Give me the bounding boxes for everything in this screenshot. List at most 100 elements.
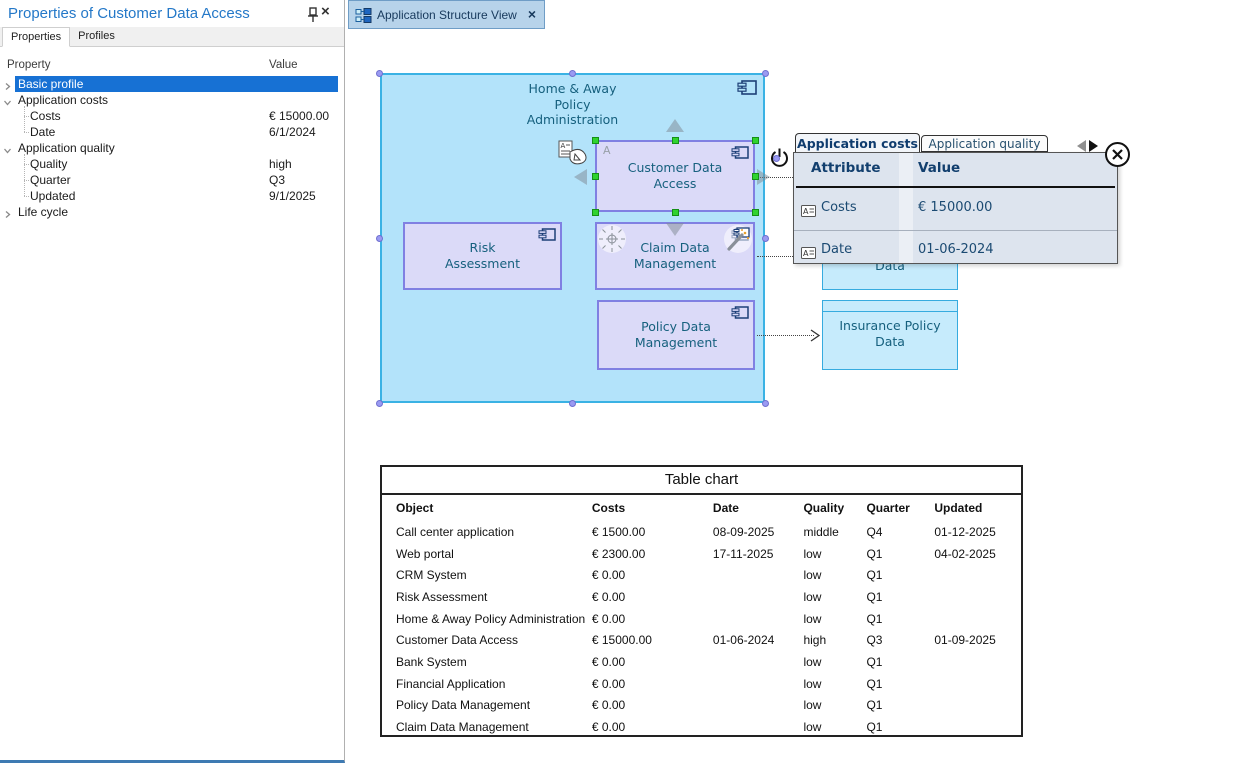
node-customer-data-access[interactable]: A Customer Data Access [595,140,755,212]
property-row-quarter[interactable]: Quarter Q3 [0,172,344,188]
tree-tick [24,180,29,181]
property-value: € 15000.00 [269,109,330,123]
property-row-quality[interactable]: Quality high [0,156,344,172]
tree-tick [24,132,29,133]
tab-close-icon[interactable]: × [527,6,536,22]
property-row-costs[interactable]: Costs € 15000.00 [0,108,344,124]
popup-row-costs[interactable]: A Costs € 15000.00 [794,188,1117,231]
property-row-application-quality[interactable]: Application quality [0,140,344,156]
selection-handle-green[interactable] [671,208,679,216]
table-row: Policy Data Management € 0.00 low Q1 [396,695,1019,717]
cell: low [803,654,822,669]
cell: Claim Data Management [396,720,529,735]
pin-icon[interactable] [306,7,320,23]
application-component-icon [731,306,749,323]
selection-handle-violet[interactable] [375,69,383,77]
selection-handle-violet[interactable] [568,399,576,407]
cell: Financial Application [396,676,506,691]
properties-panel: Properties of Customer Data Access × Pro… [0,0,345,763]
popup-row-date[interactable]: A Date 01-06-2024 [794,230,1117,265]
property-row-life-cycle[interactable]: Life cycle [0,204,344,220]
cell: Call center application [396,524,515,539]
panel-tab-strip: Properties Profiles [0,27,344,47]
add-element-up-arrow[interactable] [666,119,684,132]
crosshair-icon[interactable] [597,224,627,259]
svg-text:A: A [803,207,809,216]
property-label: Application costs [18,93,109,107]
magic-wand-icon[interactable] [723,224,754,259]
selection-handle-violet[interactable] [568,69,576,77]
property-grid-header: Property Value [0,58,344,74]
cell: Q1 [866,654,883,669]
property-label: Application quality [18,141,115,155]
selection-handle-violet[interactable] [375,399,383,407]
cell: 01-12-2025 [934,524,996,539]
property-row-updated[interactable]: Updated 9/1/2025 [0,188,344,204]
selection-handle-violet[interactable] [761,234,769,242]
selection-handle-green[interactable] [591,208,599,216]
popup-tab-application-quality[interactable]: Application quality [921,135,1048,152]
tab-application-structure-view[interactable]: Application Structure View × [348,0,545,29]
property-row-application-costs[interactable]: Application costs [0,92,344,108]
table-column-header: Date [712,501,739,515]
selection-handle-violet[interactable] [761,399,769,407]
selection-handle-green[interactable] [671,136,679,144]
cell: € 0.00 [591,568,626,583]
cell: 08-09-2025 [712,524,775,539]
panel-close-icon[interactable]: × [321,3,330,20]
property-row-date[interactable]: Date 6/1/2024 [0,124,344,140]
cell: € 15000.00 [591,633,652,648]
popup-nav-left-icon[interactable] [1077,140,1086,152]
data-object-label: Insurance Policy Data [839,318,941,349]
cell: Q1 [866,698,883,713]
node-label: Policy Data Management [634,319,718,350]
application-component-icon [737,80,757,100]
table-chart[interactable]: Table chart Object Costs Date Quality Quarte… [380,465,1023,737]
cell: low [803,546,822,561]
attribute-icon: A [801,202,816,221]
chevron-right-icon[interactable] [3,80,12,94]
selection-handle-green[interactable] [751,136,759,144]
popup-nav-right-icon[interactable] [1089,140,1098,152]
selection-handle-green[interactable] [591,136,599,144]
cell: low [803,676,822,691]
tab-properties[interactable]: Properties [2,27,71,47]
chevron-down-icon[interactable] [3,96,12,110]
node-policy-data-management[interactable]: Policy Data Management [597,300,755,370]
cell: Q4 [866,524,883,539]
table-column-header: Object [396,501,434,515]
cell: Q1 [866,611,883,626]
selection-handle-green[interactable] [751,172,759,180]
property-row-basic-profile[interactable]: Basic profile [0,76,344,92]
svg-text:A: A [561,142,566,150]
access-relation-claim-data[interactable] [757,256,793,257]
add-element-down-arrow[interactable] [666,223,684,236]
access-relation-customer-data[interactable] [757,177,793,178]
chevron-down-icon[interactable] [3,144,12,158]
power-trigger-icon[interactable] [769,147,790,173]
node-label: Risk Assessment [445,240,520,271]
data-object-insurance-policy-data[interactable]: Insurance Policy Data [822,300,958,370]
cell: € 0.00 [591,589,626,604]
chevron-right-icon[interactable] [3,208,12,222]
tab-profiles[interactable]: Profiles [78,30,115,42]
selection-handle-violet[interactable] [772,154,780,162]
cell: € 0.00 [591,698,626,713]
node-risk-assessment[interactable]: Risk Assessment [403,222,562,290]
property-label: Basic profile [18,77,84,91]
cell: Q1 [866,720,883,735]
popup-close-icon[interactable] [1104,141,1131,173]
diagram-view-icon [355,7,372,29]
cell: Q1 [866,568,883,583]
attribute-icon: A [801,244,816,263]
popup-header-rule [796,186,1115,188]
add-element-left-arrow[interactable] [574,169,587,185]
access-relation-policy-data[interactable] [757,335,814,336]
selection-handle-green[interactable] [591,172,599,180]
selection-handle-violet[interactable] [375,234,383,242]
table-row: Web portal € 2300.00 17-11-2025 low Q1 04-02-… [396,543,1019,565]
selection-handle-green[interactable] [751,208,759,216]
popup-tab-application-costs[interactable]: Application costs [795,133,920,152]
selection-handle-violet[interactable] [761,69,769,77]
add-element-right-arrow[interactable] [757,169,770,185]
